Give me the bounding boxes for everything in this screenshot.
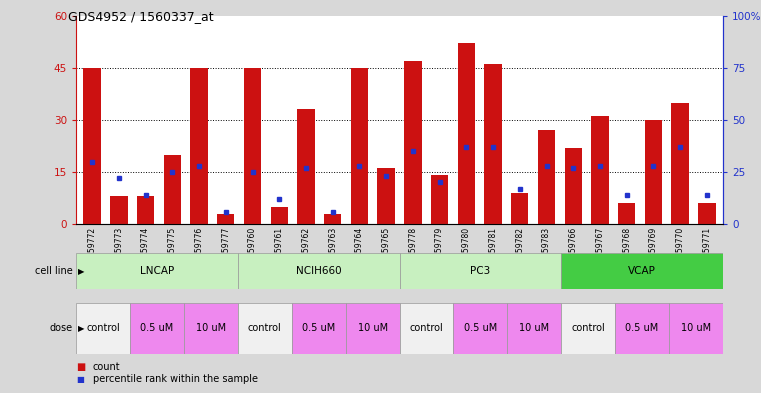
Text: ■: ■	[76, 375, 84, 384]
Bar	[217, 213, 234, 224]
Text: ▶: ▶	[78, 267, 84, 275]
Text: dose: dose	[49, 323, 72, 333]
Bar	[324, 213, 342, 224]
Bar	[184, 303, 237, 354]
Bar	[351, 68, 368, 224]
Text: 0.5 uM: 0.5 uM	[302, 323, 336, 333]
Text: ■: ■	[76, 362, 85, 373]
Text: control: control	[86, 323, 120, 333]
Bar	[244, 68, 261, 224]
Bar	[345, 303, 400, 354]
Bar	[237, 253, 400, 289]
Text: GDS4952 / 1560337_at: GDS4952 / 1560337_at	[68, 10, 214, 23]
Bar	[561, 253, 723, 289]
Bar	[615, 303, 669, 354]
Text: count: count	[93, 362, 120, 373]
Bar	[110, 196, 128, 224]
Text: control: control	[409, 323, 444, 333]
Bar	[400, 303, 454, 354]
Text: 10 uM: 10 uM	[358, 323, 387, 333]
Bar	[137, 196, 154, 224]
Text: 10 uM: 10 uM	[196, 323, 226, 333]
Text: control: control	[572, 323, 605, 333]
Text: cell line: cell line	[34, 266, 72, 276]
Bar	[618, 203, 635, 224]
Text: 0.5 uM: 0.5 uM	[626, 323, 659, 333]
Bar	[431, 175, 448, 224]
Bar	[699, 203, 715, 224]
Bar	[291, 303, 345, 354]
Bar	[457, 44, 475, 224]
Text: control: control	[248, 323, 282, 333]
Bar	[511, 193, 528, 224]
Text: percentile rank within the sample: percentile rank within the sample	[93, 374, 258, 384]
Bar	[404, 61, 422, 224]
Bar	[190, 68, 208, 224]
Bar	[298, 110, 314, 224]
Text: PC3: PC3	[470, 266, 491, 276]
Text: 10 uM: 10 uM	[519, 323, 549, 333]
Bar	[377, 169, 395, 224]
Text: 0.5 uM: 0.5 uM	[463, 323, 497, 333]
Bar	[669, 303, 723, 354]
Bar	[591, 116, 609, 224]
Bar	[271, 207, 288, 224]
Bar	[508, 303, 561, 354]
Bar	[164, 154, 181, 224]
Bar	[237, 303, 291, 354]
Text: NCIH660: NCIH660	[296, 266, 342, 276]
Bar	[485, 64, 501, 224]
Bar	[76, 303, 130, 354]
Text: 10 uM: 10 uM	[681, 323, 711, 333]
Bar	[671, 103, 689, 224]
Bar	[84, 68, 100, 224]
Text: 0.5 uM: 0.5 uM	[140, 323, 174, 333]
Bar	[561, 303, 615, 354]
Bar	[130, 303, 184, 354]
Bar	[454, 303, 508, 354]
Text: ▶: ▶	[78, 324, 84, 332]
Bar	[400, 253, 561, 289]
Bar	[76, 253, 237, 289]
Text: VCAP: VCAP	[628, 266, 656, 276]
Bar	[538, 130, 556, 224]
Text: LNCAP: LNCAP	[140, 266, 174, 276]
Bar	[645, 120, 662, 224]
Bar	[565, 148, 582, 224]
